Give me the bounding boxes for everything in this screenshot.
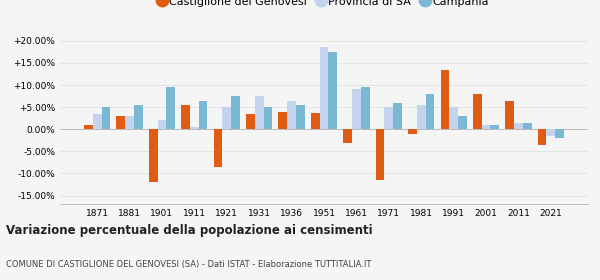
Bar: [166, 87, 175, 129]
Bar: [93, 114, 101, 129]
Bar: [125, 116, 134, 129]
Bar: [278, 113, 287, 129]
Bar: [505, 101, 514, 129]
Bar: [352, 89, 361, 129]
Bar: [393, 103, 402, 129]
Bar: [538, 129, 547, 145]
Bar: [425, 94, 434, 129]
Bar: [547, 129, 555, 136]
Bar: [296, 105, 305, 129]
Bar: [255, 96, 263, 129]
Bar: [328, 52, 337, 129]
Bar: [514, 123, 523, 129]
Bar: [361, 87, 370, 129]
Bar: [214, 129, 223, 167]
Bar: [134, 105, 143, 129]
Bar: [376, 129, 385, 180]
Bar: [287, 101, 296, 129]
Bar: [149, 129, 158, 182]
Bar: [343, 129, 352, 143]
Bar: [190, 127, 199, 129]
Bar: [84, 125, 93, 129]
Bar: [320, 47, 328, 129]
Bar: [101, 107, 110, 129]
Bar: [417, 105, 425, 129]
Bar: [246, 114, 255, 129]
Bar: [408, 129, 417, 134]
Bar: [158, 120, 166, 129]
Bar: [199, 101, 208, 129]
Bar: [116, 116, 125, 129]
Bar: [263, 107, 272, 129]
Bar: [482, 125, 490, 129]
Bar: [555, 129, 564, 138]
Text: Variazione percentuale della popolazione ai censimenti: Variazione percentuale della popolazione…: [6, 224, 373, 237]
Bar: [440, 69, 449, 129]
Bar: [385, 107, 393, 129]
Legend: Castiglione del Genovesi, Provincia di SA, Campania: Castiglione del Genovesi, Provincia di S…: [155, 0, 493, 11]
Bar: [458, 116, 467, 129]
Text: COMUNE DI CASTIGLIONE DEL GENOVESI (SA) - Dati ISTAT - Elaborazione TUTTITALIA.I: COMUNE DI CASTIGLIONE DEL GENOVESI (SA) …: [6, 260, 371, 269]
Bar: [231, 96, 240, 129]
Bar: [523, 123, 532, 129]
Bar: [311, 113, 320, 129]
Bar: [449, 107, 458, 129]
Bar: [490, 125, 499, 129]
Bar: [473, 94, 482, 129]
Bar: [223, 107, 231, 129]
Bar: [181, 105, 190, 129]
